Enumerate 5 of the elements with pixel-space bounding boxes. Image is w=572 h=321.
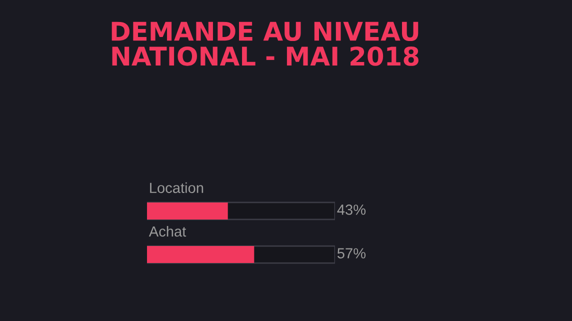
data-label: 57% bbox=[337, 248, 366, 258]
y-tick-label: Location bbox=[150, 182, 204, 194]
y-tick-label: Achat bbox=[148, 226, 186, 237]
data-label: 43% bbox=[337, 204, 366, 215]
chart-title: DEMANDE AU NIVEAU NATIONAL - MAI 2018 bbox=[112, 22, 418, 66]
